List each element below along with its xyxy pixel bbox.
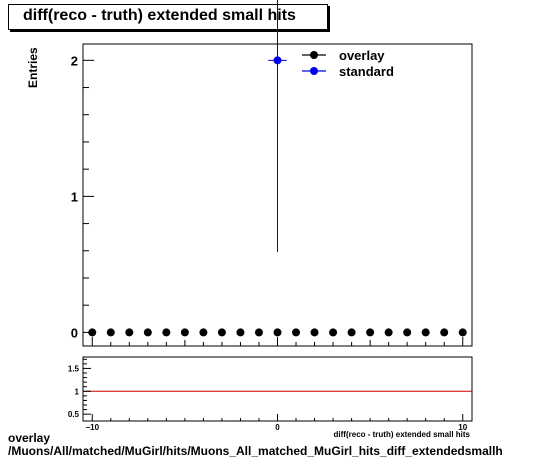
ratio-y-tick-label: 1 — [75, 387, 80, 396]
overlay-point — [329, 328, 338, 337]
ratio-plot-frame — [82, 356, 473, 422]
overlay-point — [440, 328, 449, 337]
overlay-point — [180, 328, 189, 337]
overlay-point — [310, 328, 319, 337]
overlay-point — [106, 328, 115, 337]
y-tick-label: 0 — [71, 325, 78, 340]
overlay-point — [254, 328, 263, 337]
y-axis-label: Entries — [26, 47, 40, 88]
ratio-y-tick-label: 0.5 — [68, 410, 80, 419]
y-tick-label: 2 — [71, 53, 78, 68]
overlay-point — [125, 328, 134, 337]
overlay-point — [292, 328, 301, 337]
overlay-point — [88, 328, 97, 337]
main-marks — [88, 0, 467, 337]
overlay-point — [217, 328, 226, 337]
overlay-point — [347, 328, 356, 337]
y-tick-label: 1 — [71, 189, 78, 204]
overlay-point — [162, 328, 171, 337]
overlay-point — [384, 328, 393, 337]
overlay-point — [366, 328, 375, 337]
overlay-point — [199, 328, 208, 337]
chart-title-box: diff(reco - truth) extended small hits — [8, 4, 328, 30]
overlay-point — [403, 328, 412, 337]
legend-overlay-label: overlay — [339, 48, 385, 63]
overlay-point — [143, 328, 152, 337]
overlay-point — [421, 328, 430, 337]
ratio-y-tick-label: 1.5 — [68, 364, 80, 373]
footer-path: /Muons/All/matched/MuGirl/hits/Muons_All… — [8, 444, 503, 458]
ratio-x-axis-label: diff(reco - truth) extended small hits — [334, 430, 471, 439]
ratio-x-tick-label: 10 — [458, 423, 467, 432]
legend: overlay standard — [302, 48, 394, 79]
ratio-axes: 0.5 1 1.5 −10 0 10 — [68, 358, 472, 432]
chart-title: diff(reco - truth) extended small hits — [23, 7, 296, 24]
overlay-point — [273, 328, 282, 337]
ratio-x-tick-label: 0 — [275, 423, 280, 432]
legend-overlay-marker — [310, 51, 318, 59]
overlay-point — [458, 328, 467, 337]
legend-standard-label: standard — [339, 64, 394, 79]
main-axes: 0 1 2 — [71, 53, 464, 346]
standard-point — [273, 56, 282, 65]
legend-standard-marker — [310, 67, 318, 75]
ratio-x-tick-label: −10 — [85, 423, 99, 432]
footer: overlay /Muons/All/matched/MuGirl/hits/M… — [8, 432, 503, 458]
overlay-point — [236, 328, 245, 337]
footer-line-1: overlay — [8, 431, 51, 445]
